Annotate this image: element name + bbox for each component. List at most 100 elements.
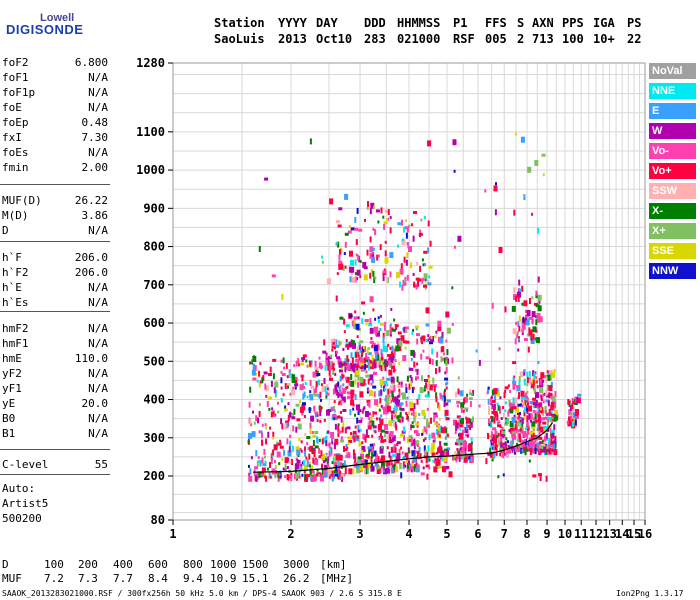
echo-point	[437, 325, 442, 332]
echo-point	[382, 364, 385, 371]
echo-point	[569, 412, 572, 416]
echo-point	[524, 427, 527, 431]
echo-point	[352, 342, 356, 349]
param-value: N/A	[88, 224, 108, 237]
echo-point	[372, 385, 377, 389]
echo-point	[469, 418, 472, 425]
echo-point	[368, 401, 371, 408]
echo-point	[256, 379, 259, 383]
echo-point	[342, 374, 345, 378]
echo-point	[405, 400, 408, 407]
param-name: B1	[2, 427, 16, 440]
echo-point	[492, 407, 495, 411]
param-row-b0: B0 N/A	[2, 412, 108, 426]
echo-point	[521, 332, 524, 336]
echo-point	[417, 466, 420, 473]
echo-point	[385, 401, 390, 408]
echo-point	[406, 226, 409, 233]
echo-point	[531, 311, 536, 318]
echo-point	[338, 254, 341, 261]
echo-point	[501, 431, 506, 435]
echo-point	[333, 409, 336, 413]
echo-point	[550, 410, 553, 416]
echo-point	[261, 423, 264, 427]
echo-point	[249, 468, 252, 475]
echo-point	[319, 391, 322, 398]
echo-point	[528, 448, 531, 452]
echo-point	[393, 384, 396, 391]
echo-point	[401, 239, 406, 246]
echo-point	[343, 330, 346, 334]
echo-point	[363, 459, 368, 466]
echo-point	[399, 433, 404, 437]
echo-point	[539, 387, 544, 394]
echo-point	[272, 436, 275, 440]
echo-point	[501, 433, 504, 437]
echo-point	[337, 423, 340, 427]
echo-point	[528, 413, 531, 420]
echo-point	[497, 432, 500, 439]
echo-point	[372, 227, 375, 231]
echo-point	[528, 316, 533, 320]
echo-point	[335, 386, 338, 393]
echo-point	[521, 443, 526, 447]
echo-point	[375, 353, 378, 360]
echo-point	[421, 409, 426, 416]
echo-point	[290, 475, 293, 482]
echo-point	[343, 460, 346, 467]
echo-point	[416, 338, 419, 345]
echo-point	[415, 440, 420, 447]
echo-point	[300, 463, 303, 467]
echo-point	[465, 423, 468, 430]
echo-point	[315, 381, 318, 388]
echo-point	[412, 235, 415, 242]
echo-point	[289, 392, 292, 396]
panel-separator	[0, 449, 110, 450]
echo-point	[398, 362, 401, 366]
echo-point	[292, 425, 295, 432]
echo-point	[381, 353, 384, 357]
echo-point	[343, 361, 346, 365]
echo-point	[379, 314, 382, 318]
echo-point	[510, 440, 513, 444]
echo-point	[291, 373, 294, 380]
echo-point	[456, 400, 461, 404]
echo-point	[350, 340, 355, 344]
echo-point	[279, 439, 282, 443]
echo-point	[430, 417, 432, 424]
echo-point	[259, 362, 262, 366]
echo-point	[445, 386, 448, 390]
echo-point	[372, 467, 375, 471]
param-value: N/A	[88, 367, 108, 380]
param-name: yF1	[2, 382, 22, 395]
echo-point	[550, 419, 552, 423]
echo-point	[528, 370, 531, 377]
echo-point	[328, 468, 333, 474]
echo-point	[325, 458, 328, 462]
echo-point	[453, 419, 455, 426]
echo-point	[381, 455, 385, 462]
echo-point	[365, 434, 370, 438]
echo-point	[310, 360, 313, 367]
echo-point	[324, 364, 327, 371]
echo-point	[472, 416, 474, 423]
echo-point	[410, 357, 413, 361]
echo-point	[403, 256, 406, 263]
legend-item-sse: SSE	[649, 243, 696, 259]
echo-point	[553, 424, 556, 431]
echo-point	[517, 338, 520, 342]
echo-point	[472, 389, 475, 396]
echo-point	[408, 224, 411, 228]
echo-point	[536, 435, 539, 439]
echo-point	[351, 436, 354, 440]
echo-point	[403, 326, 406, 333]
echo-point	[532, 430, 535, 434]
echo-point	[366, 403, 369, 406]
echo-point	[478, 404, 481, 408]
echo-point	[367, 360, 370, 364]
echo-point	[541, 439, 544, 443]
echo-point	[413, 281, 416, 288]
echo-point	[444, 377, 449, 381]
echo-point	[532, 409, 537, 413]
echo-point	[456, 422, 459, 429]
